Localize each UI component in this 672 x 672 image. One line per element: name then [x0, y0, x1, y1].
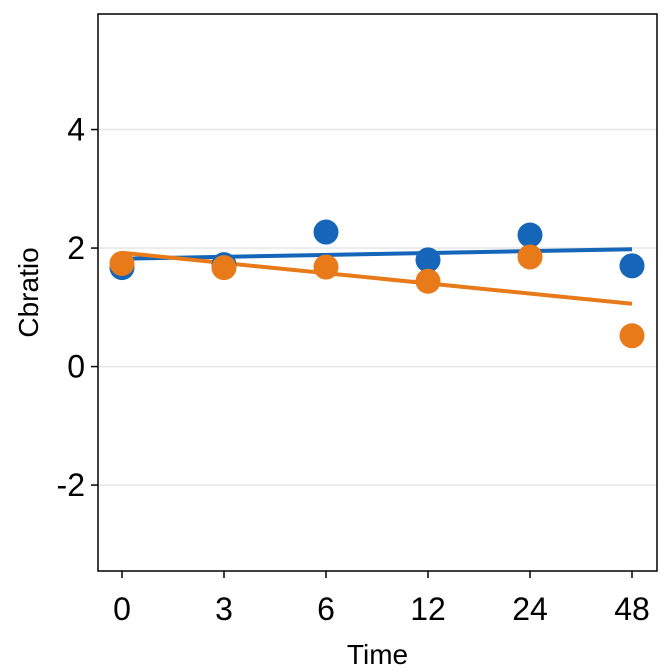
plot-panel-border: [97, 13, 658, 572]
data-point-series-2: [517, 244, 543, 270]
x-tick-label: 3: [215, 591, 233, 627]
x-tick-label: 0: [113, 591, 131, 627]
trend-line-series-2: [121, 250, 633, 306]
data-points: [109, 219, 645, 349]
gridlines: [98, 128, 657, 486]
y-tick-label: 4: [67, 112, 85, 148]
y-tick-label: -2: [57, 467, 85, 503]
data-point-series-1: [517, 222, 543, 248]
data-point-series-2: [109, 250, 135, 276]
y-tick-label: 0: [67, 349, 85, 385]
data-point-series-1: [619, 253, 645, 279]
x-tick-label: 48: [614, 591, 650, 627]
x-tick-label: 12: [410, 591, 446, 627]
x-tick-label: 6: [317, 591, 335, 627]
x-tick-label: 24: [512, 591, 548, 627]
y-tick-label: 2: [67, 230, 85, 266]
data-point-series-2: [619, 323, 645, 349]
data-point-series-2: [211, 255, 237, 281]
data-point-series-1: [415, 247, 441, 273]
trend-line-series-1: [121, 247, 633, 261]
x-axis-title: Time: [347, 639, 408, 670]
data-point-series-1: [313, 219, 339, 245]
y-axis-title: Cbratio: [13, 247, 44, 337]
axis-ticks: [91, 128, 633, 578]
trendlines: [121, 247, 633, 306]
data-point-series-2: [313, 254, 339, 280]
data-point-series-2: [415, 268, 441, 294]
